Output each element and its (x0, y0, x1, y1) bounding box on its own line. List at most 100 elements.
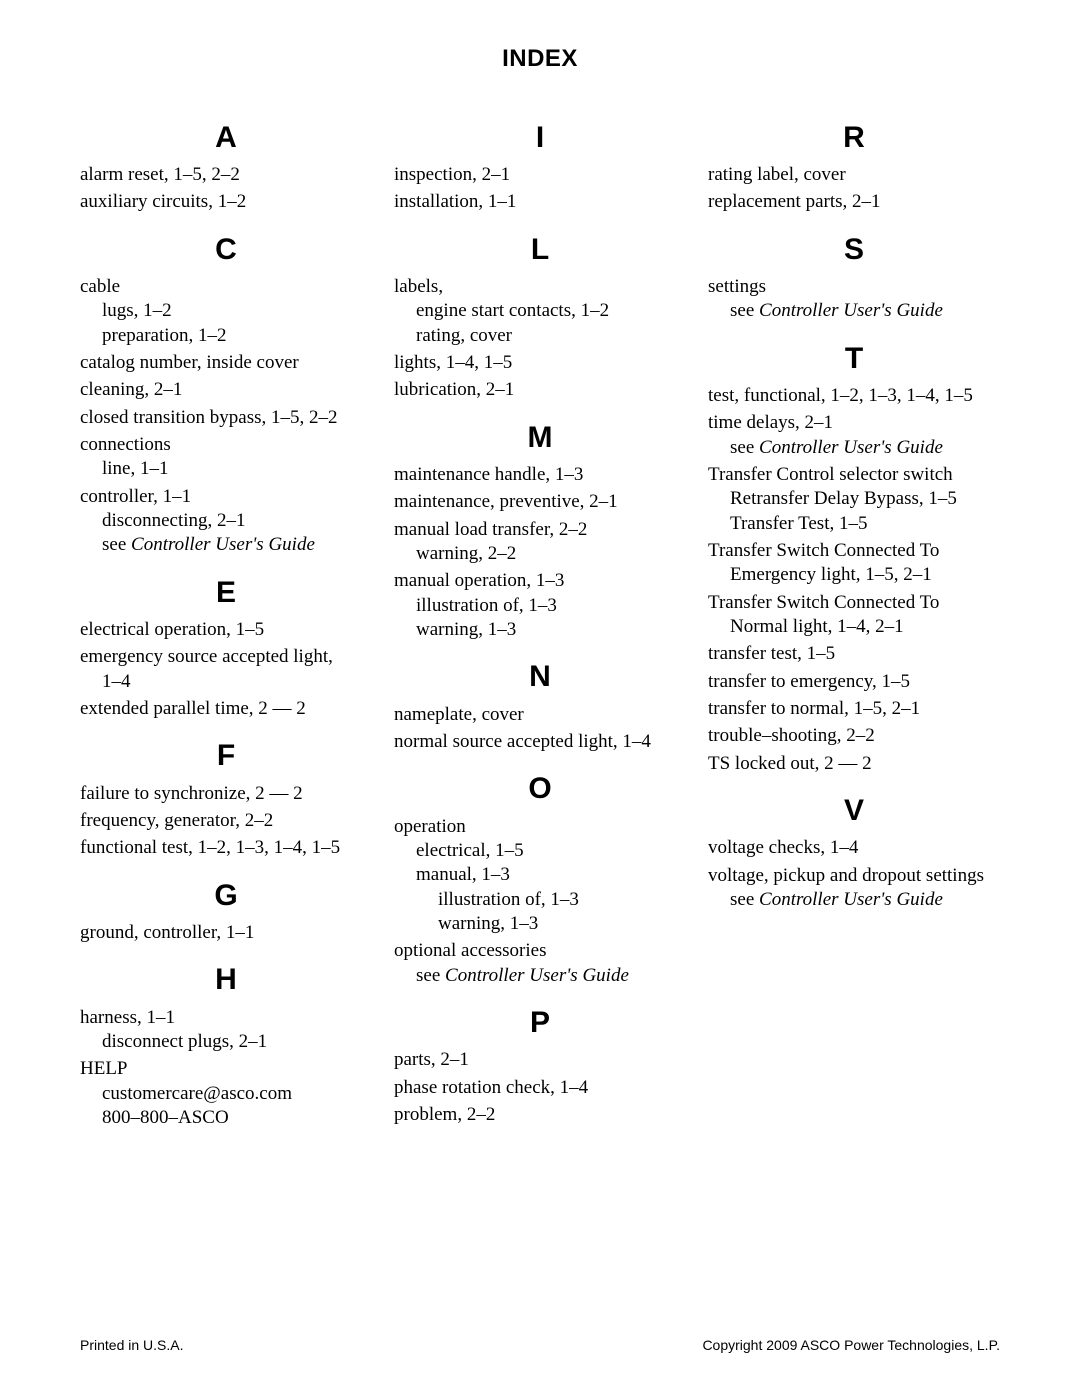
index-entry: transfer to normal, 1–5, 2–1 (708, 697, 1000, 721)
index-entry: lubrication, 2–1 (394, 378, 686, 402)
index-letter-heading: O (394, 770, 686, 808)
index-line: Transfer Switch Connected To (708, 539, 1000, 563)
index-line: Normal light, 1–4, 2–1 (708, 615, 1000, 639)
index-line: frequency, generator, 2–2 (80, 809, 372, 833)
index-line: see Controller User's Guide (708, 299, 1000, 323)
index-line: failure to synchronize, 2 — 2 (80, 782, 372, 806)
index-line: nameplate, cover (394, 703, 686, 727)
index-entry: installation, 1–1 (394, 190, 686, 214)
index-line: see Controller User's Guide (394, 964, 686, 988)
index-entry: Transfer Control selector switchRetransf… (708, 463, 1000, 536)
index-line: preparation, 1–2 (80, 324, 372, 348)
index-entry: replacement parts, 2–1 (708, 190, 1000, 214)
index-letter-heading: S (708, 231, 1000, 269)
index-letter-heading: P (394, 1004, 686, 1042)
index-entry: functional test, 1–2, 1–3, 1–4, 1–5 (80, 836, 372, 860)
index-line: installation, 1–1 (394, 190, 686, 214)
index-entry: lights, 1–4, 1–5 (394, 351, 686, 375)
index-line: warning, 1–3 (394, 912, 686, 936)
index-column: Iinspection, 2–1installation, 1–1Llabels… (394, 103, 686, 1133)
index-line: Retransfer Delay Bypass, 1–5 (708, 487, 1000, 511)
index-line: HELP (80, 1057, 372, 1081)
index-letter-heading: M (394, 419, 686, 457)
see-reference: Controller User's Guide (759, 437, 943, 458)
index-entry: transfer to emergency, 1–5 (708, 670, 1000, 694)
see-prefix: see (730, 437, 759, 458)
index-entry: trouble–shooting, 2–2 (708, 724, 1000, 748)
index-line: replacement parts, 2–1 (708, 190, 1000, 214)
index-entry: extended parallel time, 2 — 2 (80, 697, 372, 721)
index-line: Transfer Control selector switch (708, 463, 1000, 487)
index-entry: ground, controller, 1–1 (80, 921, 372, 945)
index-line: electrical, 1–5 (394, 839, 686, 863)
index-column: Rrating label, coverreplacement parts, 2… (708, 103, 1000, 1133)
index-entry: alarm reset, 1–5, 2–2 (80, 163, 372, 187)
index-line: connections (80, 433, 372, 457)
index-line: customercare@asco.com (80, 1082, 372, 1106)
index-line: settings (708, 275, 1000, 299)
index-line: trouble–shooting, 2–2 (708, 724, 1000, 748)
index-line: controller, 1–1 (80, 485, 372, 509)
index-line: phase rotation check, 1–4 (394, 1076, 686, 1100)
index-line: catalog number, inside cover (80, 351, 372, 375)
see-reference: Controller User's Guide (445, 965, 629, 986)
index-entry: normal source accepted light, 1–4 (394, 730, 686, 754)
index-line: rating, cover (394, 324, 686, 348)
index-line: parts, 2–1 (394, 1048, 686, 1072)
index-entry: inspection, 2–1 (394, 163, 686, 187)
see-reference: Controller User's Guide (759, 300, 943, 321)
index-line: electrical operation, 1–5 (80, 618, 372, 642)
index-line: Transfer Test, 1–5 (708, 512, 1000, 536)
index-line: functional test, 1–2, 1–3, 1–4, 1–5 (80, 836, 372, 860)
index-entry: parts, 2–1 (394, 1048, 686, 1072)
index-line: harness, 1–1 (80, 1006, 372, 1030)
index-entry: auxiliary circuits, 1–2 (80, 190, 372, 214)
page: INDEX Aalarm reset, 1–5, 2–2 auxiliary ci… (0, 0, 1080, 1397)
index-letter-heading: A (80, 119, 372, 157)
index-line: cable (80, 275, 372, 299)
index-line: engine start contacts, 1–2 (394, 299, 686, 323)
index-letter-heading: G (80, 877, 372, 915)
see-prefix: see (730, 300, 759, 321)
index-entry: maintenance, preventive, 2–1 (394, 490, 686, 514)
index-letter-heading: V (708, 792, 1000, 830)
index-entry: test, functional, 1–2, 1–3, 1–4, 1–5 (708, 384, 1000, 408)
index-line: Transfer Switch Connected To (708, 591, 1000, 615)
index-entry: harness, 1–1disconnect plugs, 2–1 (80, 1006, 372, 1055)
index-line: see Controller User's Guide (708, 436, 1000, 460)
index-line: transfer to emergency, 1–5 (708, 670, 1000, 694)
index-line: maintenance, preventive, 2–1 (394, 490, 686, 514)
page-title: INDEX (80, 44, 1000, 75)
index-line: lubrication, 2–1 (394, 378, 686, 402)
index-line: warning, 1–3 (394, 618, 686, 642)
index-entry: frequency, generator, 2–2 (80, 809, 372, 833)
index-line: ground, controller, 1–1 (80, 921, 372, 945)
index-entry: settingssee Controller User's Guide (708, 275, 1000, 324)
index-entry: nameplate, cover (394, 703, 686, 727)
index-line: manual, 1–3 (394, 863, 686, 887)
index-letter-heading: L (394, 231, 686, 269)
index-line: manual operation, 1–3 (394, 569, 686, 593)
index-line: voltage, pickup and dropout settings (708, 864, 1000, 888)
index-letter-heading: T (708, 340, 1000, 378)
index-line: warning, 2–2 (394, 542, 686, 566)
index-entry: electrical operation, 1–5 (80, 618, 372, 642)
index-line: illustration of, 1–3 (394, 888, 686, 912)
index-line: inspection, 2–1 (394, 163, 686, 187)
index-entry: problem, 2–2 (394, 1103, 686, 1127)
index-line: maintenance handle, 1–3 (394, 463, 686, 487)
index-letter-heading: H (80, 961, 372, 999)
index-line: normal source accepted light, 1–4 (394, 730, 686, 754)
index-line: manual load transfer, 2–2 (394, 518, 686, 542)
index-line: emergency source accepted light, (80, 645, 372, 669)
see-prefix: see (102, 534, 131, 555)
see-reference: Controller User's Guide (759, 889, 943, 910)
index-entry: Transfer Switch Connected ToNormal light… (708, 591, 1000, 640)
index-line: disconnect plugs, 2–1 (80, 1030, 372, 1054)
index-letter-heading: N (394, 658, 686, 696)
index-entry: cablelugs, 1–2preparation, 1–2 (80, 275, 372, 348)
index-letter-heading: R (708, 119, 1000, 157)
index-entry: emergency source accepted light,1–4 (80, 645, 372, 694)
see-reference: Controller User's Guide (131, 534, 315, 555)
see-prefix: see (416, 965, 445, 986)
